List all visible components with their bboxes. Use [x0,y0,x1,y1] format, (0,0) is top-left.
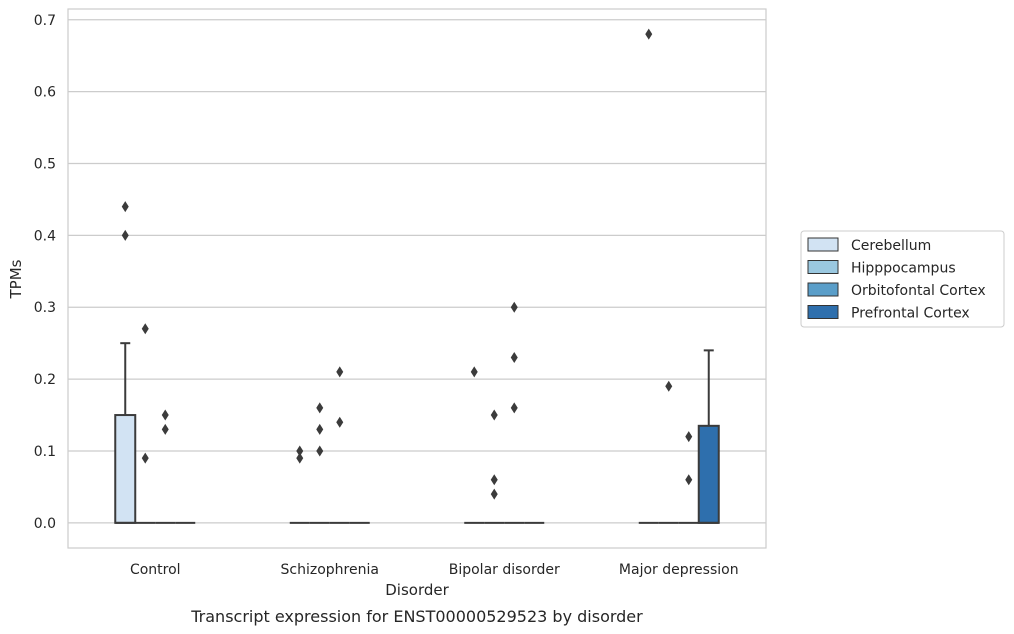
outlier-point [510,352,518,364]
outlier-point [685,431,693,443]
y-tick-label: 0.3 [34,300,56,316]
legend-swatch [807,282,839,297]
outlier-point [510,301,518,313]
outlier-point [316,423,324,435]
x-tick-label: Schizophrenia [281,562,379,578]
plot-frame [67,8,767,549]
legend-label: Orbitofontal Cortex [851,283,986,299]
box-body [114,414,137,524]
gridlines [68,19,766,524]
box-1-2 [135,323,156,524]
outlier-point [141,452,149,464]
outlier-point [316,402,324,414]
outlier-point [645,28,653,40]
y-tick-label: 0.4 [34,228,56,244]
box-2-3 [329,366,350,524]
box-1-1 [114,201,137,524]
box-3-3 [504,301,525,524]
outlier-point [336,416,344,428]
legend-label: Hipppocampus [851,261,956,277]
y-tick-label: 0.1 [34,444,56,460]
y-tick-label: 0.0 [34,516,56,532]
outlier-point [161,409,169,421]
box-series [114,28,720,524]
box-2-1 [289,445,310,524]
legend-swatch [807,260,839,274]
box-3-1 [464,366,485,524]
x-tick-labels: Control Schizophrenia Bipolar disorder Majo… [130,562,739,578]
outlier-point [141,323,149,335]
y-tick-label: 0.6 [34,85,56,101]
x-axis-title: Disorder [385,581,449,599]
box-4-1 [638,28,659,524]
x-tick-label: Major depression [619,562,739,578]
legend-frame [800,230,1005,328]
legend-label: Prefrontal Cortex [851,306,970,322]
outlier-point [121,201,129,213]
outlier-point [121,229,129,241]
y-tick-labels: 0.0 0.1 0.2 0.3 0.4 0.5 0.6 0.7 [34,13,56,532]
outlier-point [490,409,498,421]
chart-caption: Transcript expression for ENST0000052952… [190,607,643,626]
box-4-2 [658,380,679,524]
y-tick-label: 0.7 [34,13,56,29]
legend-swatch [807,237,839,252]
outlier-point [296,452,304,464]
box-4-3 [678,431,699,524]
outlier-point [316,445,324,457]
box-4-4 [697,349,720,524]
legend: Cerebellum Hipppocampus Orbitofontal Corte… [800,230,1005,328]
outlier-point [490,474,498,486]
legend-swatch [807,305,839,319]
x-tick-label: Control [130,562,181,578]
x-tick-label: Bipolar disorder [449,562,560,578]
y-axis-title: TPMs [7,259,25,299]
y-tick-label: 0.2 [34,372,56,388]
box-1-3 [155,409,176,524]
outlier-point [490,488,498,500]
box-3-2 [484,409,505,524]
box-2-2 [309,402,330,524]
outlier-point [685,474,693,486]
legend-label: Cerebellum [851,238,931,254]
box-body [697,424,720,524]
outlier-point [665,380,673,392]
outlier-point [336,366,344,378]
y-tick-label: 0.5 [34,157,56,173]
plot-background [68,9,766,548]
outlier-point [510,402,518,414]
outlier-point [161,423,169,435]
outlier-point [470,366,478,378]
outlier-point [296,445,304,457]
